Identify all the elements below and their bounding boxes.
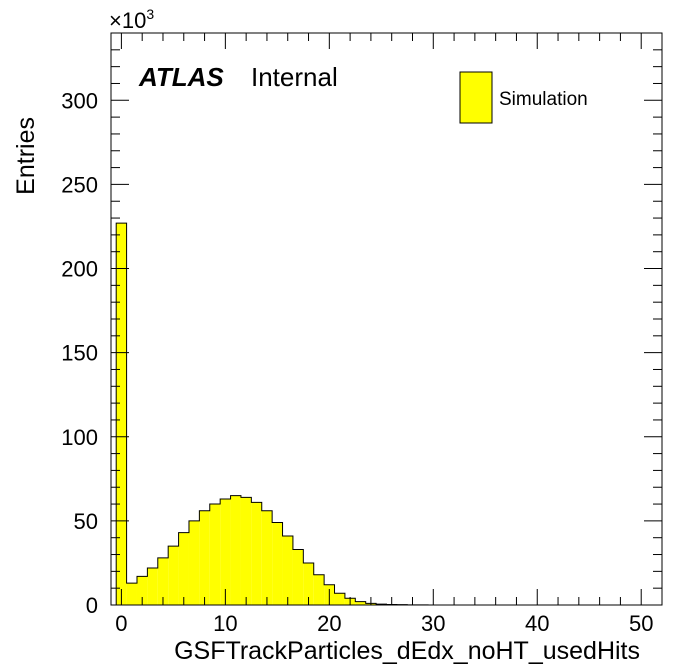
histogram-bar bbox=[261, 510, 273, 605]
legend: Simulation bbox=[459, 71, 588, 124]
x-tick-label: 40 bbox=[525, 611, 549, 636]
y-tick-label: 150 bbox=[61, 341, 98, 366]
histogram-bar bbox=[168, 546, 179, 605]
histogram-bar bbox=[230, 495, 241, 605]
histogram-bar bbox=[178, 532, 189, 605]
histogram-bar bbox=[199, 510, 210, 605]
histogram-bar bbox=[116, 223, 127, 606]
histogram-bar bbox=[147, 567, 158, 605]
histogram-bar bbox=[251, 502, 262, 605]
internal-label: Internal bbox=[251, 62, 338, 92]
y-tick-label: 250 bbox=[61, 172, 98, 197]
histogram-bar bbox=[220, 499, 231, 605]
y-tick-label: 300 bbox=[61, 88, 98, 113]
y-axis-title: Entries bbox=[12, 117, 40, 195]
plot-frame bbox=[110, 32, 663, 606]
histogram-bar bbox=[334, 593, 345, 605]
y-multiplier-exponent: 3 bbox=[146, 6, 154, 22]
y-tick-label: 50 bbox=[74, 509, 98, 534]
x-tick-label: 30 bbox=[421, 611, 445, 636]
y-tick-label: 200 bbox=[61, 257, 98, 282]
x-tick-label: 0 bbox=[115, 611, 127, 636]
x-tick-label: 20 bbox=[317, 611, 341, 636]
x-axis-title: GSFTrackParticles_dEdx_noHT_usedHits bbox=[174, 637, 640, 665]
x-tick-label: 50 bbox=[629, 611, 653, 636]
y-tick-label: 0 bbox=[86, 593, 98, 618]
histogram-bar bbox=[209, 504, 221, 605]
histogram-bar bbox=[157, 557, 169, 605]
histogram-bar bbox=[272, 522, 283, 605]
histogram-bar bbox=[126, 583, 137, 605]
y-multiplier: ×103 bbox=[109, 6, 154, 33]
y-tick-label: 100 bbox=[61, 425, 98, 450]
x-tick-label: 10 bbox=[213, 611, 237, 636]
histogram-bar bbox=[313, 574, 325, 605]
tick-labels: 0 10 20 30 40 50 0 50 100 150 200 250 300 bbox=[61, 88, 653, 636]
legend-swatch bbox=[459, 71, 493, 124]
histogram-bar bbox=[303, 562, 314, 605]
axis-ticks bbox=[111, 32, 663, 606]
legend-label: Simulation bbox=[499, 89, 588, 110]
histogram-bar bbox=[136, 576, 148, 605]
histogram-bar bbox=[355, 601, 366, 605]
histogram-bar bbox=[188, 520, 200, 605]
histogram-bar bbox=[282, 536, 293, 605]
histogram-bar bbox=[240, 497, 252, 605]
atlas-label: ATLAS bbox=[138, 62, 224, 92]
histogram-bars bbox=[115, 222, 657, 606]
histogram-bar bbox=[292, 549, 304, 605]
